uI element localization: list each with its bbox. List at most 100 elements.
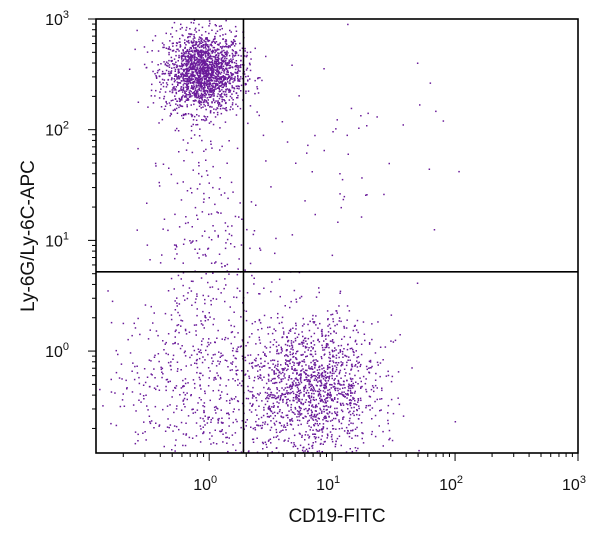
- data-point: [190, 364, 192, 366]
- data-point: [206, 60, 209, 62]
- data-point: [336, 312, 338, 314]
- data-point: [176, 78, 178, 80]
- data-point: [303, 359, 305, 361]
- data-point: [282, 401, 284, 403]
- data-point: [198, 51, 200, 53]
- data-point: [317, 395, 320, 397]
- data-point: [138, 382, 141, 385]
- data-point: [292, 412, 295, 414]
- data-point: [226, 69, 229, 72]
- data-point: [217, 236, 219, 238]
- data-point: [310, 399, 312, 401]
- data-point: [244, 421, 247, 423]
- data-point: [200, 92, 203, 95]
- data-point: [314, 433, 317, 435]
- data-point: [315, 379, 318, 381]
- data-point: [273, 370, 275, 372]
- data-point: [181, 89, 184, 91]
- data-point: [247, 370, 249, 372]
- data-point: [214, 376, 216, 379]
- data-point: [175, 51, 177, 53]
- data-point: [218, 62, 220, 65]
- data-point: [177, 72, 180, 74]
- data-point: [158, 424, 161, 426]
- data-point: [171, 67, 173, 69]
- data-point: [241, 47, 244, 49]
- data-point: [303, 342, 305, 344]
- data-point: [304, 387, 307, 389]
- data-point: [188, 57, 190, 60]
- data-point: [231, 52, 234, 55]
- data-point: [202, 57, 204, 59]
- data-point: [259, 293, 261, 295]
- data-point: [205, 44, 208, 46]
- data-point: [163, 73, 166, 75]
- data-point: [303, 323, 305, 325]
- data-point: [339, 383, 341, 385]
- data-point: [248, 409, 251, 411]
- data-point: [231, 74, 233, 77]
- data-point: [247, 397, 250, 400]
- data-point: [284, 439, 286, 441]
- data-point: [198, 88, 201, 90]
- data-point: [226, 78, 228, 81]
- data-point: [233, 336, 236, 338]
- data-point: [182, 400, 184, 402]
- data-point: [162, 85, 165, 88]
- data-point: [201, 34, 203, 36]
- data-point: [325, 380, 327, 382]
- data-point: [252, 386, 254, 389]
- data-point: [193, 19, 196, 21]
- data-point: [214, 60, 217, 63]
- data-point: [254, 321, 256, 323]
- data-point: [226, 162, 228, 164]
- data-point: [357, 356, 360, 358]
- data-point: [247, 122, 249, 125]
- data-point: [331, 377, 333, 380]
- data-point: [320, 395, 322, 398]
- data-point: [323, 417, 325, 419]
- data-point: [355, 450, 358, 452]
- data-point: [150, 360, 152, 362]
- data-point: [342, 395, 345, 397]
- data-point: [308, 347, 310, 349]
- data-point: [318, 374, 321, 377]
- data-point: [203, 402, 206, 404]
- data-point: [122, 322, 125, 325]
- data-point: [252, 441, 255, 443]
- data-point: [290, 442, 293, 444]
- data-point: [273, 339, 276, 341]
- data-point: [201, 86, 203, 88]
- data-point: [149, 385, 151, 388]
- data-point: [192, 51, 194, 53]
- data-point: [312, 355, 314, 358]
- data-point: [207, 104, 210, 106]
- data-point: [266, 423, 269, 426]
- data-point: [332, 354, 334, 357]
- data-point: [239, 107, 242, 110]
- data-point: [308, 382, 310, 384]
- data-point: [163, 445, 165, 448]
- data-point: [203, 51, 206, 53]
- data-point: [321, 335, 323, 337]
- data-point: [169, 115, 171, 117]
- data-point: [374, 352, 377, 354]
- data-point: [347, 153, 349, 155]
- data-point: [180, 89, 183, 91]
- data-point: [192, 379, 195, 381]
- data-point: [390, 314, 393, 316]
- data-point: [195, 50, 197, 53]
- data-point: [328, 356, 330, 359]
- data-point: [274, 252, 276, 255]
- data-point: [212, 98, 215, 100]
- data-point: [313, 392, 315, 395]
- data-point: [388, 438, 390, 441]
- data-point: [212, 165, 214, 168]
- data-point: [368, 395, 371, 398]
- data-point: [259, 392, 261, 394]
- data-point: [368, 342, 371, 344]
- data-point: [191, 226, 193, 228]
- data-point: [211, 102, 213, 104]
- data-point: [210, 80, 213, 82]
- data-point: [299, 343, 301, 345]
